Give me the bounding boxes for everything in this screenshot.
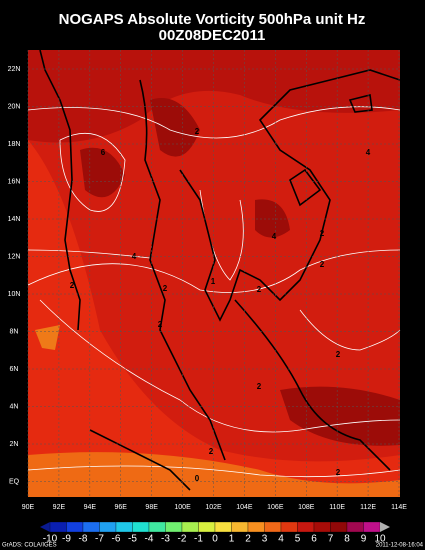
coastlines	[39, 49, 401, 491]
lon-label: 112E	[360, 504, 376, 511]
colorbar-box	[49, 521, 67, 533]
colorbar-box	[214, 521, 232, 533]
lat-label: 2N	[10, 441, 19, 448]
colorbar-box	[264, 521, 282, 533]
contour-label: 4	[272, 232, 277, 241]
colorbar-label: 9	[361, 534, 367, 545]
contour-label: 2	[195, 127, 200, 136]
colorbar-label: 6	[311, 534, 317, 545]
contour-labels: 2 6 4 4 2 4 2 2 2 1 2 2 2 2 2 0 2	[70, 127, 371, 483]
colorbar-label: -7	[95, 534, 104, 545]
colorbar-label: 8	[344, 534, 350, 545]
colorbar-label: 10	[374, 534, 386, 545]
title: NOGAPS Absolute Vorticity 500hPa unit Hz	[59, 11, 366, 28]
lon-label: 98E	[145, 504, 158, 511]
lon-label: 100E	[174, 504, 191, 511]
contour-label: 2	[163, 284, 168, 293]
colorbar-arrow	[40, 522, 50, 532]
lat-labels: 22N 20N 18N 16N 14N 12N 10N 8N 6N 4N 2N EQ	[8, 66, 21, 486]
colorbar-label: -1	[194, 534, 203, 545]
contour-label: 2	[336, 468, 341, 477]
lon-label: 102E	[205, 504, 222, 511]
lat-label: 14N	[8, 216, 21, 223]
lon-label: 94E	[84, 504, 97, 511]
colorbar-label: 5	[295, 534, 301, 545]
colorbar-label: 2	[245, 534, 251, 545]
contour-label: 1	[211, 277, 216, 286]
colorbar-box	[330, 521, 348, 533]
colorbar-box	[363, 521, 381, 533]
colorbar-box	[247, 521, 265, 533]
colorbar-box	[82, 521, 100, 533]
lon-label: 108E	[298, 504, 315, 511]
lon-label: 104E	[236, 504, 253, 511]
lat-label: 4N	[10, 403, 19, 410]
colorbar-label: -3	[161, 534, 170, 545]
lon-label: 96E	[115, 504, 128, 511]
colorbar-arrow	[380, 522, 390, 532]
contour-label: 2	[320, 229, 325, 238]
contour-label: 4	[366, 148, 371, 157]
lat-label: 10N	[8, 291, 21, 298]
contour-label: 2	[257, 382, 262, 391]
colorbar-box	[66, 521, 84, 533]
colorbar-label: -8	[79, 534, 88, 545]
lon-label: 114E	[391, 504, 407, 511]
colorbar-box	[198, 521, 216, 533]
colorbar-box	[165, 521, 183, 533]
lat-label: 18N	[8, 141, 21, 148]
colorbar-box	[132, 521, 150, 533]
contour-label: 2	[209, 447, 214, 456]
contour-label: 2	[336, 350, 341, 359]
contour-label: 6	[101, 148, 106, 157]
colorbar-label: -5	[128, 534, 137, 545]
colorbar-box	[297, 521, 315, 533]
colorbar-box	[231, 521, 249, 533]
colorbar-label: -10	[43, 534, 58, 545]
contour-label: 4	[132, 252, 137, 261]
subtitle: 00Z08DEC2011	[159, 27, 266, 44]
colorbar-label: 0	[212, 534, 218, 545]
colorbar-box	[115, 521, 133, 533]
contours	[27, 106, 401, 478]
contour-label: 2	[70, 281, 75, 290]
colorbar-label: 3	[262, 534, 268, 545]
lon-labels: 90E 92E 94E 96E 98E 100E 102E 104E 106E 108E 110E 1…	[22, 504, 407, 511]
colorbar-label: 7	[328, 534, 334, 545]
contour-label: 0	[195, 474, 200, 483]
lon-label: 92E	[53, 504, 66, 511]
lat-label: 20N	[8, 103, 21, 110]
colorbar-label: -6	[112, 534, 121, 545]
footer-left: GrADS: COLA/IGES	[2, 543, 57, 549]
colorbar-label: -2	[178, 534, 187, 545]
contour-label: 2	[257, 285, 262, 294]
lat-label: 6N	[10, 366, 19, 373]
lon-label: 110E	[329, 504, 345, 511]
colorbar-label: 1	[229, 534, 235, 545]
lat-label: 16N	[8, 178, 21, 185]
lat-label: 12N	[8, 253, 21, 260]
lat-label: 8N	[10, 328, 19, 335]
lat-label: EQ	[9, 478, 20, 485]
contour-label: 2	[158, 320, 163, 329]
lon-label: 106E	[267, 504, 284, 511]
colorbar-box	[148, 521, 166, 533]
graticule	[27, 50, 400, 497]
contour-label: 2	[320, 260, 325, 269]
lon-label: 90E	[22, 504, 35, 511]
colorbar-box	[99, 521, 117, 533]
colorbar-label: -9	[62, 534, 71, 545]
map	[27, 49, 401, 497]
colorbar: -10 -9 -8 -7 -6 -5 -4 -3 -2 -1 0 1 2 3 4 5 6 7 8 9 10	[40, 521, 390, 545]
footer-right: 2011-12-08-16:04	[376, 543, 424, 549]
colorbar-label: -4	[145, 534, 154, 545]
lat-label: 22N	[8, 66, 21, 73]
colorbar-box	[181, 521, 199, 533]
colorbar-box	[346, 521, 364, 533]
colorbar-box	[313, 521, 331, 533]
colorbar-label: 4	[278, 534, 284, 545]
colorbar-box	[280, 521, 298, 533]
